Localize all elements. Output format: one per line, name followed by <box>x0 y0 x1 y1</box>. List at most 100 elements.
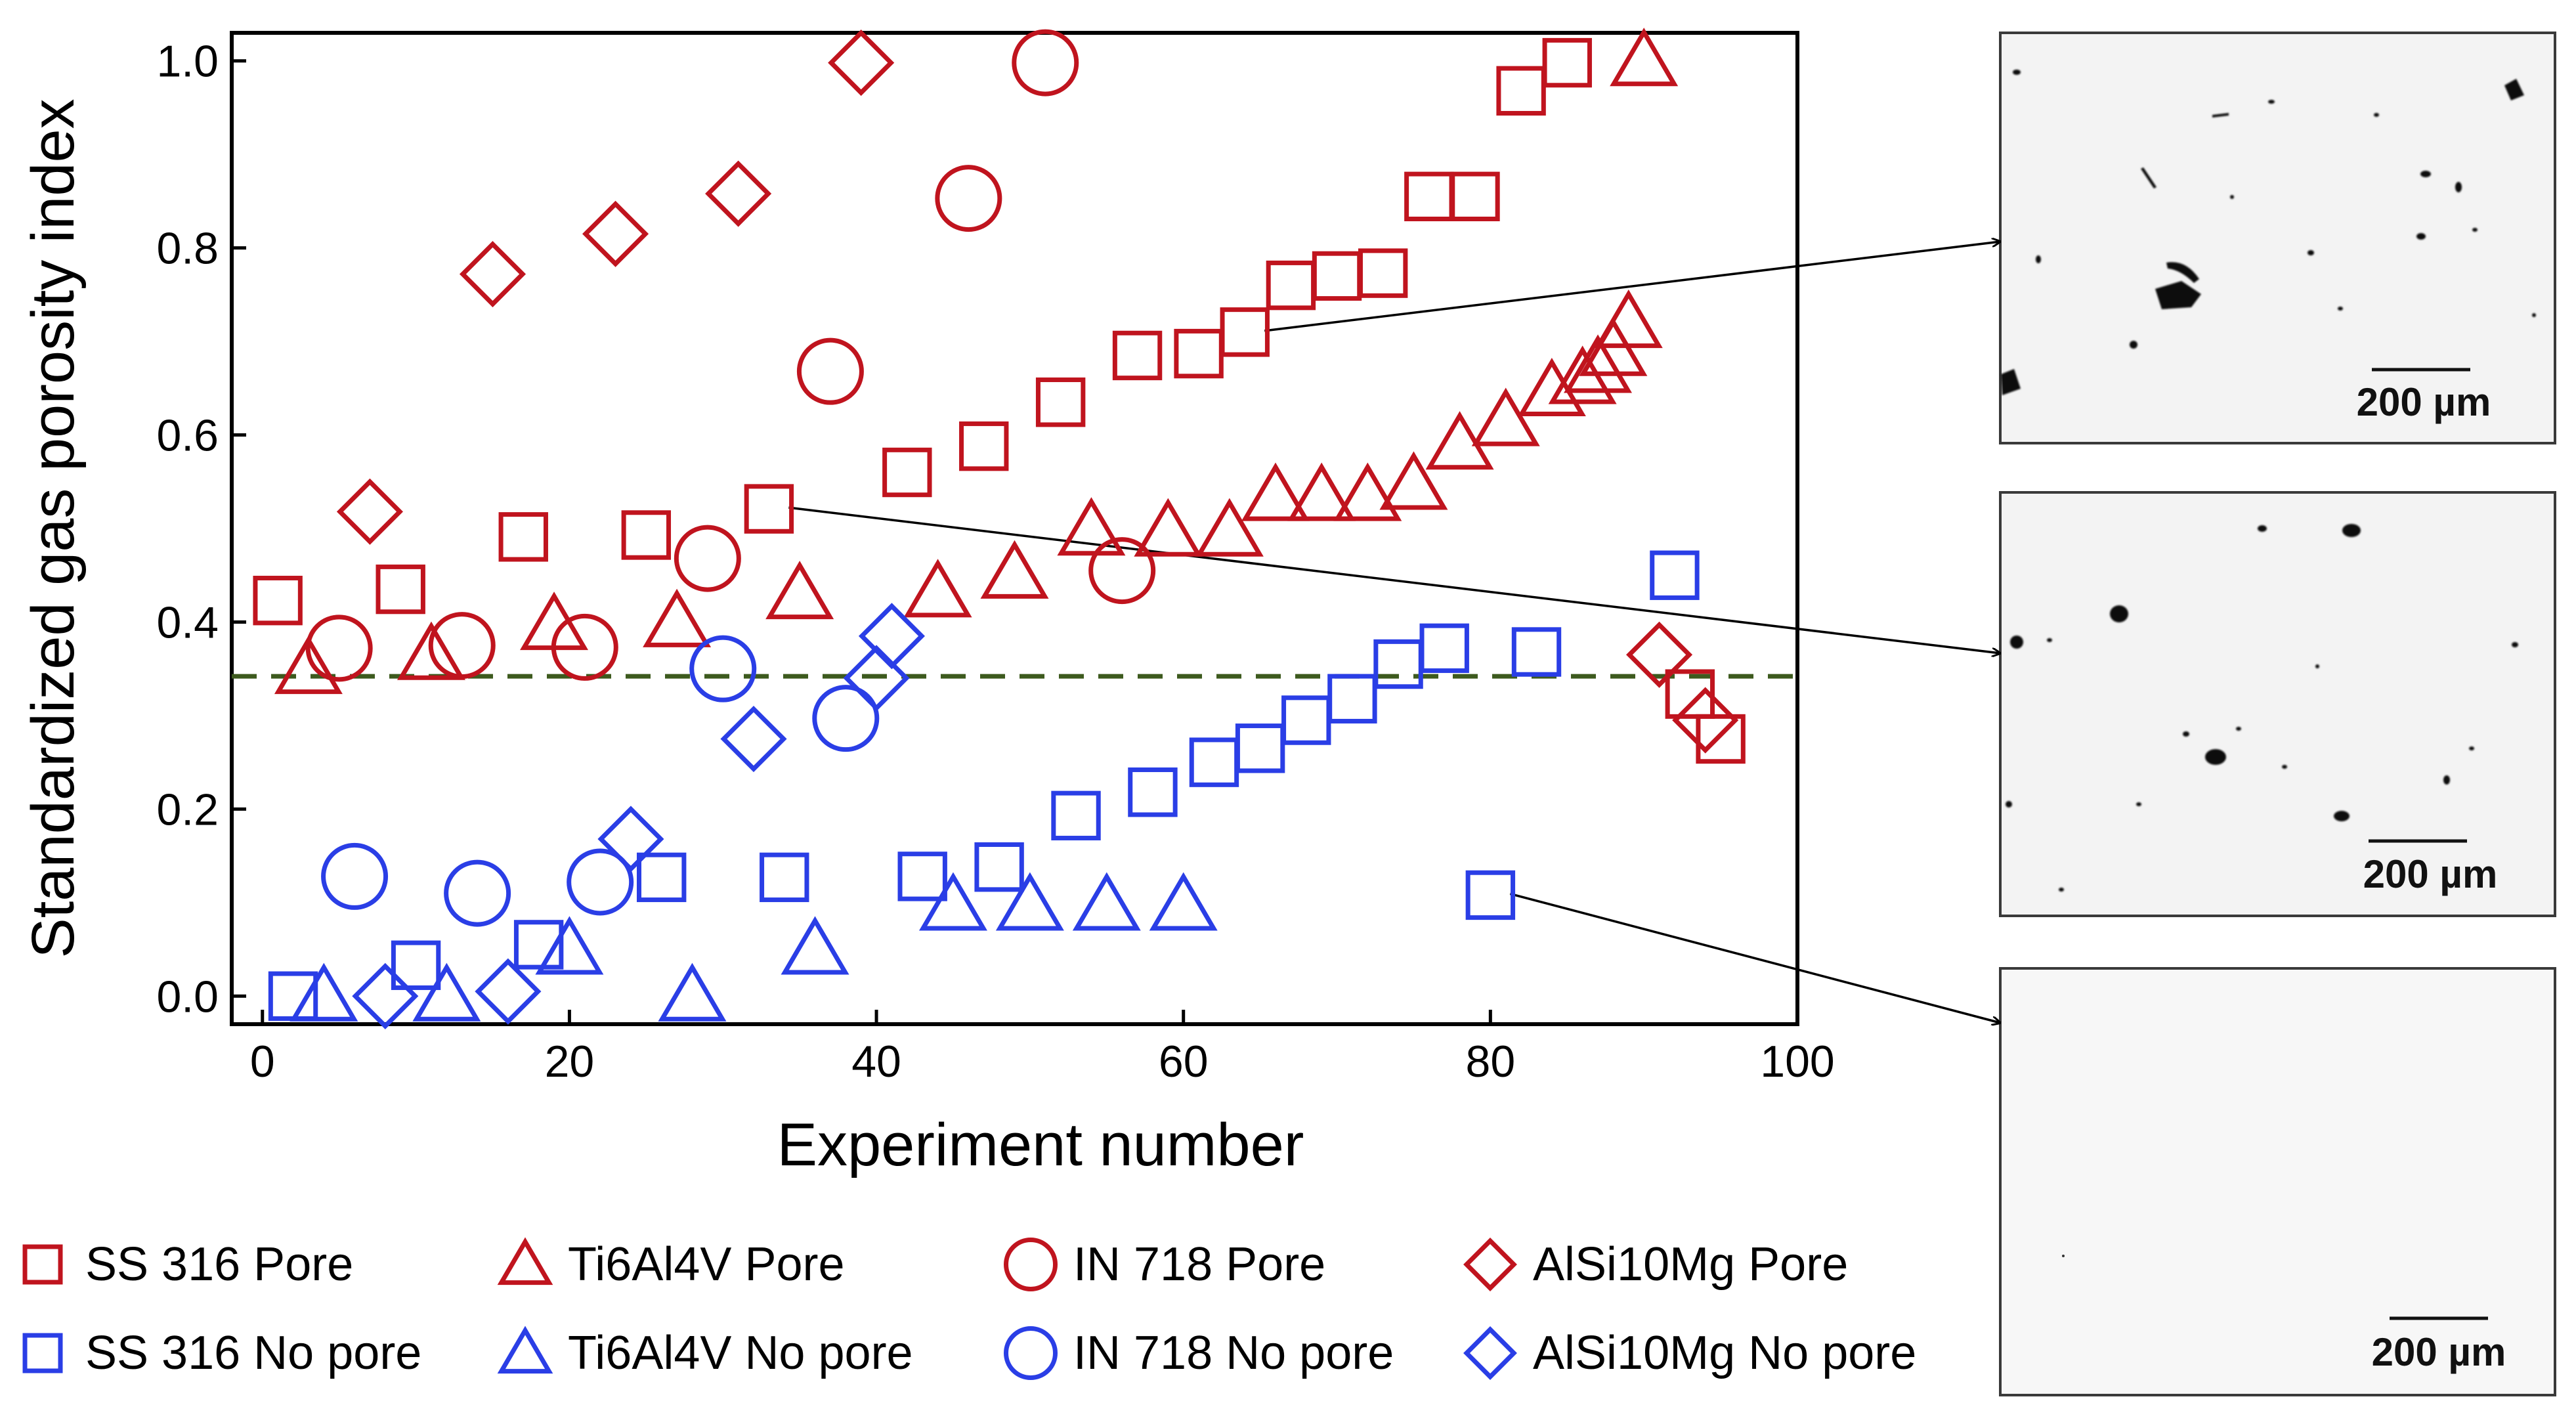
data-point <box>1626 621 1693 688</box>
data-point <box>498 512 548 562</box>
data-point <box>567 848 634 916</box>
data-point <box>290 962 358 1022</box>
data-point <box>1072 872 1141 931</box>
legend-swatch <box>497 1237 553 1285</box>
data-point <box>828 30 895 97</box>
data-point <box>459 240 526 308</box>
data-point <box>897 852 947 901</box>
callout-arrow-2 <box>788 506 2000 653</box>
data-point <box>760 852 809 903</box>
series-alsi10mg-no-pore <box>352 603 925 1029</box>
data-point <box>253 575 303 626</box>
legend-label: SS 316 No pore <box>85 1327 421 1379</box>
pore-cluster-2 <box>2006 524 2518 892</box>
callout-arrow-3 <box>1509 892 2000 1023</box>
data-point <box>1134 498 1203 557</box>
legend-item: AlSi10Mg Pore <box>1463 1238 1848 1291</box>
series-alsi10mg-pore <box>336 30 1739 754</box>
data-point <box>1650 550 1700 600</box>
data-point <box>1128 767 1178 817</box>
data-point <box>1312 251 1362 301</box>
legend-item: IN 718 Pore <box>1004 1238 1325 1291</box>
data-point <box>1235 723 1285 773</box>
data-point <box>705 160 772 227</box>
x-tick-label: 100 <box>1760 1037 1834 1087</box>
legend-swatch <box>22 1244 63 1285</box>
data-point <box>796 337 864 405</box>
legend-swatch <box>1004 1238 1058 1291</box>
x-tick-label: 60 <box>1159 1037 1209 1087</box>
callout-arrow-1 <box>1264 242 2000 332</box>
data-point <box>1057 497 1126 556</box>
data-point <box>1266 260 1316 311</box>
y-tick-label: 0.4 <box>156 597 219 647</box>
data-point <box>882 447 932 498</box>
legend-swatch <box>22 1333 63 1373</box>
data-point <box>397 621 465 680</box>
data-point <box>1195 498 1264 557</box>
data-point <box>535 916 604 975</box>
scale-label-3: 200 µm <box>2372 1330 2506 1374</box>
data-point <box>621 510 672 560</box>
pore-cluster-1 <box>2001 70 2536 395</box>
data-point <box>1465 870 1516 920</box>
data-point <box>903 559 972 618</box>
data-point <box>1149 872 1218 931</box>
data-point <box>980 540 1049 599</box>
micrograph-panel-2 <box>1999 491 2556 917</box>
data-point <box>812 685 880 752</box>
data-point <box>959 421 1009 471</box>
y-axis-label: Standardized gas porosity index <box>20 98 87 958</box>
series-in-718-pore <box>305 29 1156 682</box>
data-point <box>412 962 481 1022</box>
data-point <box>689 635 757 702</box>
legend-label: Ti6Al4V No pore <box>568 1327 913 1379</box>
data-point <box>995 872 1064 931</box>
legend-label: IN 718 No pore <box>1073 1327 1394 1379</box>
data-point <box>551 613 618 681</box>
legend-swatch <box>1463 1238 1517 1291</box>
micrograph-panel-3 <box>1999 967 2556 1396</box>
legend: SS 316 Pore Ti6Al4V Pore IN 718 Pore AlSi10… <box>22 1237 1916 1380</box>
data-point <box>1471 387 1540 446</box>
data-point <box>513 920 564 970</box>
data-point <box>935 165 1002 232</box>
y-tick-label: 0.2 <box>156 785 219 834</box>
y-tick-label: 0.8 <box>156 224 219 274</box>
callout-arrows <box>788 242 2000 1023</box>
y-tick-label: 1.0 <box>156 37 219 87</box>
data-point <box>1564 334 1633 393</box>
legend-swatch <box>1004 1326 1058 1380</box>
data-point <box>1112 330 1163 381</box>
legend-item: IN 718 No pore <box>1004 1326 1394 1380</box>
data-point <box>974 842 1024 892</box>
data-point <box>391 940 441 990</box>
axis-ticks: 0 20 40 60 80 100 0.0 0.2 0.4 0.6 0.8 1.0 <box>156 37 1834 1087</box>
data-point <box>444 859 511 927</box>
data-point <box>321 842 389 910</box>
legend-item: Ti6Al4V Pore <box>497 1237 845 1291</box>
data-point <box>305 615 373 682</box>
x-tick-label: 0 <box>250 1037 275 1087</box>
data-point <box>781 916 849 975</box>
data-point <box>720 705 787 773</box>
series-ti6al4v-no-pore <box>290 872 1218 1022</box>
micrograph-panel-1 <box>1999 32 2556 444</box>
legend-item: SS 316 No pore <box>22 1327 421 1379</box>
legend-swatch <box>1463 1326 1517 1380</box>
legend-item: Ti6Al4V No pore <box>497 1326 913 1379</box>
data-point <box>1379 451 1448 510</box>
x-tick-label: 20 <box>545 1037 595 1087</box>
data-point <box>1404 171 1454 221</box>
legend-label: AlSi10Mg Pore <box>1533 1238 1848 1291</box>
data-point <box>1287 462 1356 521</box>
data-point <box>643 588 712 647</box>
data-points <box>253 28 1746 1029</box>
data-point <box>582 200 649 267</box>
data-point <box>858 603 925 670</box>
data-point <box>1425 411 1494 470</box>
data-point <box>1012 29 1079 97</box>
data-point <box>1327 674 1377 723</box>
data-point <box>744 484 794 534</box>
